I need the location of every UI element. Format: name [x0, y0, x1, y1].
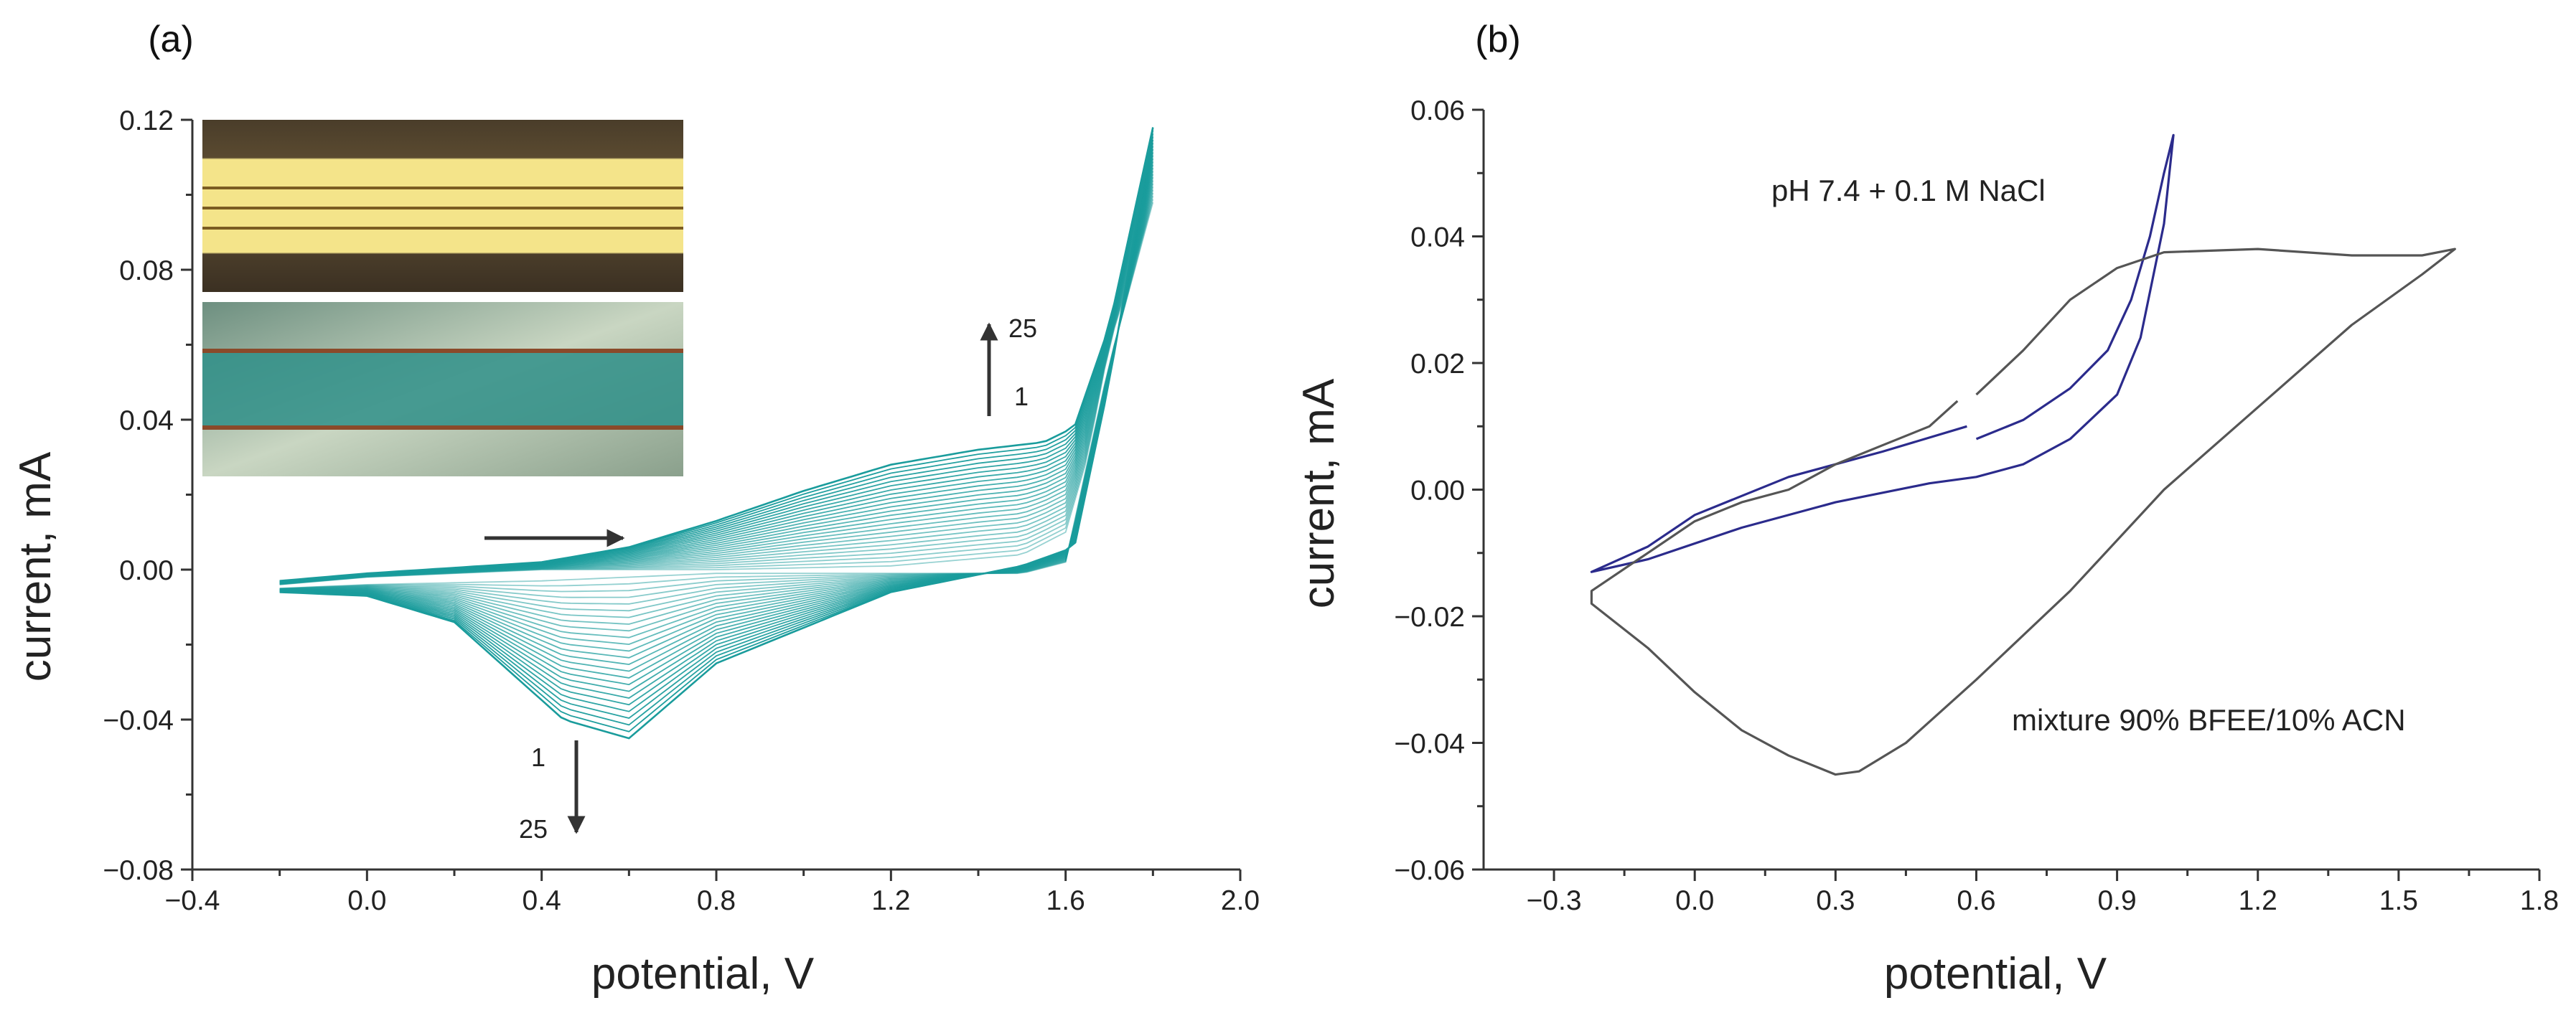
cv-cycle-curves [279, 127, 1154, 740]
panel-b-axes: −0.3 0.0 0.3 0.6 0.9 1.2 1.5 1.8 −0.06 −0.04 −0.02… [1394, 95, 2559, 916]
y-tick-label: 0.04 [119, 405, 174, 436]
annotation-cycle-25-bottom: 25 [519, 814, 548, 844]
x-tick-label: −0.3 [1527, 885, 1582, 916]
x-tick-label: 0.9 [2097, 885, 2136, 916]
y-axis-title-a: current, mA [11, 451, 60, 682]
x-tick-label: 1.5 [2379, 885, 2418, 916]
annotation-cycle-1-bottom: 1 [531, 743, 545, 772]
cv-cycle-1 [279, 202, 1154, 589]
y-tick-label: −0.06 [1394, 855, 1465, 886]
annotation-cycle-25-top: 25 [1008, 314, 1037, 343]
y-tick-label: −0.04 [103, 705, 174, 736]
y-tick-label: 0.12 [119, 105, 174, 136]
inset-polymer-band [202, 349, 683, 428]
x-tick-label: 0.0 [347, 885, 386, 916]
x-tick-label: 1.2 [2239, 885, 2277, 916]
x-tick-label: 2.0 [1221, 885, 1260, 916]
x-axis-title-a: potential, V [591, 949, 815, 999]
series-label-bfee: mixture 90% BFEE/10% ACN [2012, 703, 2406, 737]
series-bfee-acn-mixture [1590, 248, 2456, 776]
panel-b: (b) −0.3 0.0 0.3 0.6 0.9 1.2 1.5 1.8−0.06−0.04−… [1294, 19, 2559, 999]
x-tick-label: 1.8 [2520, 885, 2559, 916]
y-tick-label: 0.06 [1410, 95, 1465, 126]
x-tick-label: 0.4 [523, 885, 561, 916]
y-tick-label: −0.04 [1394, 729, 1465, 760]
annotation-cycle-1-top: 1 [1014, 382, 1029, 411]
inset-micrograph-gold-lines [202, 120, 683, 292]
x-tick-label: −0.4 [165, 885, 220, 916]
y-tick-label: −0.08 [103, 855, 174, 886]
x-tick-label: 0.6 [1957, 885, 1995, 916]
panel-b-label: (b) [1475, 19, 1521, 60]
x-tick-label: 0.0 [1675, 885, 1714, 916]
x-axis-title-b: potential, V [1884, 949, 2107, 999]
y-tick-label: 0.00 [1410, 476, 1465, 506]
y-tick-label: 0.00 [119, 555, 174, 586]
annotations-a: 25 1 1 25 [484, 314, 1037, 844]
electrode-micrograph-inset [202, 120, 683, 476]
cv-cycle-25 [279, 127, 1154, 740]
panel-b-curves [1590, 133, 2456, 776]
x-tick-label: 0.3 [1816, 885, 1855, 916]
series-label-ph: pH 7.4 + 0.1 M NaCl [1771, 174, 2046, 207]
x-tick-label: 1.2 [871, 885, 910, 916]
panel-a-label: (a) [148, 19, 194, 60]
y-axis-title-b: current, mA [1294, 378, 1344, 608]
y-tick-label: 0.08 [119, 255, 174, 286]
x-tick-label: 1.6 [1046, 885, 1085, 916]
panel-a-axes: −0.4 0.0 0.4 0.8 1.2 1.6 2.0 −0.08 −0.04 0.00 0.04… [103, 105, 1260, 916]
y-tick-label: 0.04 [1410, 222, 1465, 253]
y-tick-label: 0.02 [1410, 349, 1465, 380]
series-ph-7-4-nacl [1590, 133, 2175, 573]
x-tick-label: 0.8 [697, 885, 736, 916]
panel-a: (a) −0.4 0.0 0.4 0.8 1.2 1.6 2.0 −0.08 −0.04 0.00… [11, 19, 1260, 999]
y-tick-label: −0.02 [1394, 602, 1465, 633]
